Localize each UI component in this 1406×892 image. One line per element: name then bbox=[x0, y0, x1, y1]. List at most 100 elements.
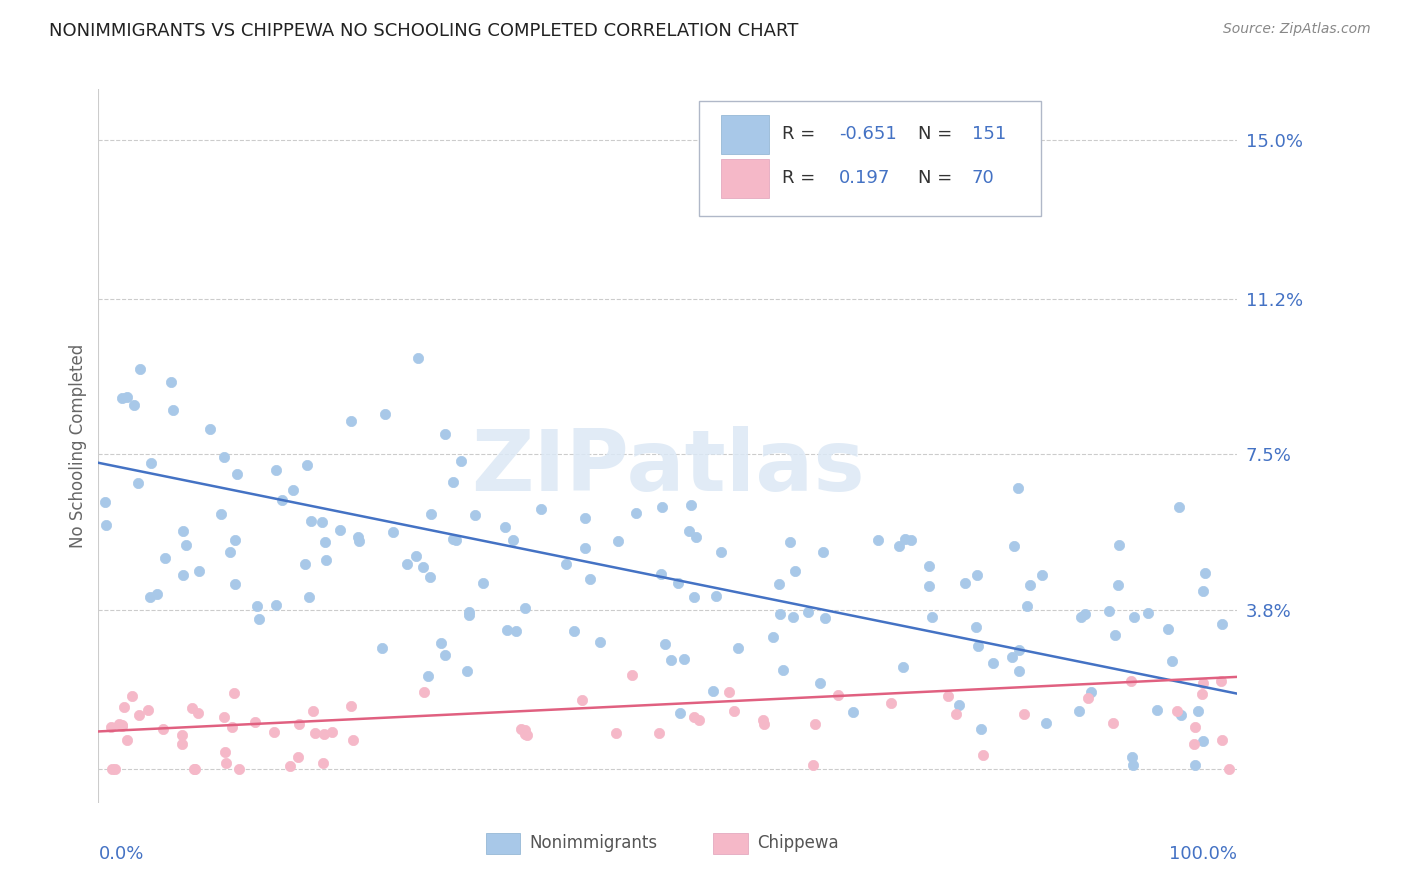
Point bbox=[494, 520, 516, 534]
Point bbox=[219, 545, 242, 559]
Point bbox=[1098, 604, 1121, 618]
Point bbox=[110, 719, 132, 733]
Point bbox=[515, 727, 537, 741]
Point bbox=[727, 641, 749, 656]
Point bbox=[243, 714, 266, 729]
Point bbox=[396, 557, 419, 571]
Point bbox=[340, 414, 363, 428]
Point bbox=[673, 651, 696, 665]
Point bbox=[1122, 758, 1144, 772]
Point bbox=[136, 703, 159, 717]
Point bbox=[505, 624, 527, 638]
Point bbox=[264, 463, 287, 477]
Point bbox=[271, 492, 294, 507]
Point bbox=[198, 422, 221, 436]
Point bbox=[921, 610, 943, 624]
Point bbox=[405, 549, 427, 563]
Point bbox=[970, 722, 993, 736]
Point bbox=[122, 398, 145, 412]
Point bbox=[797, 605, 820, 619]
Text: Chippewa: Chippewa bbox=[756, 835, 838, 853]
FancyBboxPatch shape bbox=[713, 833, 748, 855]
Point bbox=[224, 533, 246, 547]
Point bbox=[808, 676, 831, 690]
Point bbox=[457, 607, 479, 622]
Point bbox=[1017, 599, 1039, 613]
Point bbox=[141, 456, 163, 470]
Point bbox=[683, 710, 706, 724]
Point bbox=[184, 762, 207, 776]
Point bbox=[1074, 607, 1097, 621]
Point bbox=[408, 351, 430, 365]
Point bbox=[212, 450, 235, 464]
Point bbox=[1157, 622, 1180, 636]
Point bbox=[412, 559, 434, 574]
Text: 100.0%: 100.0% bbox=[1170, 845, 1237, 863]
Point bbox=[226, 467, 249, 481]
Point bbox=[516, 728, 538, 742]
Point bbox=[111, 391, 134, 405]
Text: 151: 151 bbox=[972, 125, 1007, 143]
FancyBboxPatch shape bbox=[699, 102, 1042, 216]
Point bbox=[117, 390, 139, 404]
Point bbox=[1108, 538, 1130, 552]
Point bbox=[108, 717, 131, 731]
Point bbox=[1067, 704, 1090, 718]
Point bbox=[1184, 758, 1206, 772]
Point bbox=[509, 722, 531, 736]
Point bbox=[682, 590, 704, 604]
Point bbox=[172, 737, 194, 751]
FancyBboxPatch shape bbox=[721, 114, 769, 153]
Point bbox=[702, 683, 724, 698]
Point bbox=[450, 454, 472, 468]
Text: 0.197: 0.197 bbox=[839, 169, 890, 187]
Point bbox=[212, 710, 235, 724]
Point bbox=[129, 361, 152, 376]
Point bbox=[648, 726, 671, 740]
Point bbox=[298, 590, 321, 604]
Point bbox=[887, 539, 910, 553]
Point bbox=[688, 713, 710, 727]
Point bbox=[1102, 716, 1125, 731]
Point bbox=[1107, 578, 1129, 592]
Point bbox=[894, 532, 917, 546]
Point bbox=[374, 407, 396, 421]
Point bbox=[301, 704, 323, 718]
Point bbox=[1121, 750, 1143, 764]
Point bbox=[785, 564, 807, 578]
Point bbox=[1019, 577, 1042, 591]
Point bbox=[948, 698, 970, 713]
Point bbox=[1123, 610, 1146, 624]
Point bbox=[104, 762, 127, 776]
Point bbox=[917, 578, 939, 592]
Point bbox=[299, 514, 322, 528]
Point bbox=[1137, 606, 1160, 620]
Point bbox=[685, 530, 707, 544]
Text: N =: N = bbox=[918, 125, 959, 143]
Point bbox=[659, 652, 682, 666]
Point bbox=[918, 559, 941, 574]
Text: R =: R = bbox=[782, 169, 821, 187]
Text: NONIMMIGRANTS VS CHIPPEWA NO SCHOOLING COMPLETED CORRELATION CHART: NONIMMIGRANTS VS CHIPPEWA NO SCHOOLING C… bbox=[49, 22, 799, 40]
Point bbox=[311, 515, 333, 529]
Point bbox=[1168, 500, 1191, 514]
Point bbox=[101, 762, 124, 776]
Point bbox=[464, 508, 486, 523]
Point bbox=[900, 533, 922, 547]
Point bbox=[162, 403, 184, 417]
Y-axis label: No Schooling Completed: No Schooling Completed bbox=[69, 344, 87, 548]
Point bbox=[605, 726, 627, 740]
Point bbox=[314, 535, 336, 549]
Point bbox=[811, 545, 834, 559]
Point bbox=[371, 640, 394, 655]
Point bbox=[530, 502, 553, 516]
Point bbox=[128, 708, 150, 723]
Point bbox=[666, 576, 689, 591]
Point bbox=[981, 656, 1004, 670]
Point bbox=[1146, 703, 1168, 717]
Point bbox=[152, 723, 174, 737]
Point bbox=[679, 498, 702, 512]
Point bbox=[651, 500, 673, 515]
Point bbox=[621, 668, 644, 682]
Point bbox=[752, 713, 775, 727]
